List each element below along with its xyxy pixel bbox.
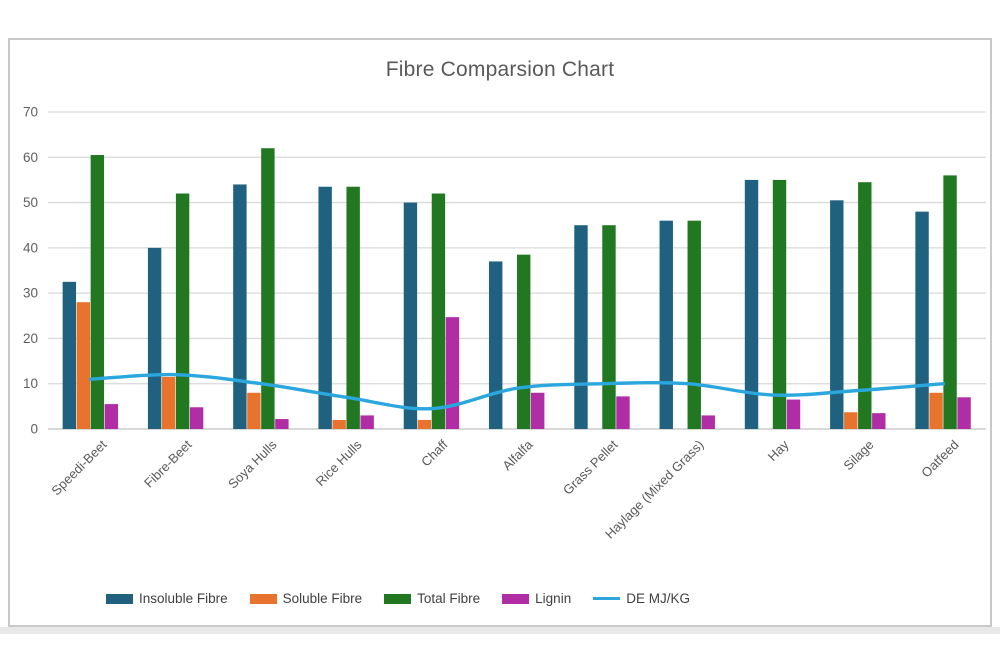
y-tick-label: 60 — [23, 150, 38, 165]
bar — [872, 413, 886, 429]
bar — [616, 396, 630, 429]
de-line — [88, 372, 946, 411]
bar — [830, 200, 844, 429]
y-tick-label: 50 — [23, 195, 38, 210]
bar — [360, 415, 374, 429]
bar — [161, 376, 176, 429]
legend-item: Total Fibre — [384, 591, 480, 606]
y-tick-label: 20 — [23, 331, 38, 346]
bar — [104, 404, 119, 429]
bar — [772, 179, 787, 429]
bar — [957, 397, 971, 429]
bar — [701, 415, 715, 429]
y-tick-label: 10 — [23, 376, 38, 391]
bar — [332, 419, 346, 429]
bar — [531, 392, 545, 429]
bar — [275, 419, 289, 429]
bar — [90, 155, 105, 429]
legend-color-swatch — [106, 593, 134, 604]
bar — [189, 407, 204, 429]
bar — [346, 186, 360, 429]
bar — [431, 193, 446, 429]
legend-label: Total Fibre — [417, 591, 481, 606]
legend-label: Lignin — [535, 591, 572, 606]
bottom-shadow — [0, 627, 1000, 634]
legend-label: Insoluble Fibre — [139, 591, 228, 606]
bar — [62, 281, 77, 429]
y-tick-label: 0 — [30, 422, 38, 437]
bar — [574, 225, 588, 429]
legend-color-swatch — [384, 593, 412, 604]
y-tick-label: 30 — [23, 286, 38, 301]
bar — [261, 148, 275, 429]
bar — [929, 392, 943, 429]
bar — [744, 179, 759, 429]
legend-row: Insoluble Fibre Soluble Fibre Total Fibre L… — [106, 591, 690, 606]
bar — [445, 317, 460, 429]
bar — [943, 175, 957, 429]
bar — [858, 182, 872, 429]
legend-color-swatch — [502, 593, 530, 604]
bar — [844, 412, 858, 429]
y-tick-label: 40 — [23, 240, 38, 255]
legend-item: DE MJ/KG — [593, 591, 690, 606]
bar — [233, 184, 247, 429]
legend-label: Soluble Fibre — [282, 591, 363, 606]
y-tick-label: 70 — [23, 105, 38, 120]
bar — [147, 247, 162, 429]
bar — [659, 220, 673, 429]
bar — [489, 261, 503, 429]
legend: Insoluble Fibre Soluble Fibre Total Fibre L… — [10, 591, 990, 606]
bar — [517, 254, 531, 429]
chart-title: Fibre Comparsion Chart — [385, 58, 615, 81]
legend-item: Lignin — [502, 591, 571, 606]
bar — [318, 186, 332, 429]
bar — [76, 302, 91, 429]
bar — [417, 419, 432, 429]
legend-line-swatch — [593, 596, 621, 601]
bar — [175, 193, 190, 429]
legend-item: Soluble Fibre — [249, 591, 363, 606]
bar — [602, 225, 616, 429]
bar — [687, 220, 701, 429]
bar — [915, 211, 929, 429]
legend-item: Insoluble Fibre — [106, 591, 228, 606]
legend-label: DE MJ/KG — [626, 591, 690, 606]
plot-area: 0 10 20 30 40 50 60 70 — [23, 105, 986, 437]
legend-color-swatch — [249, 593, 277, 604]
bar — [403, 202, 418, 429]
chart-container: Fibre Comparsion Chart 0 10 20 30 40 50 60 70 S… — [8, 38, 992, 627]
bar — [786, 399, 801, 429]
bar — [247, 392, 261, 429]
